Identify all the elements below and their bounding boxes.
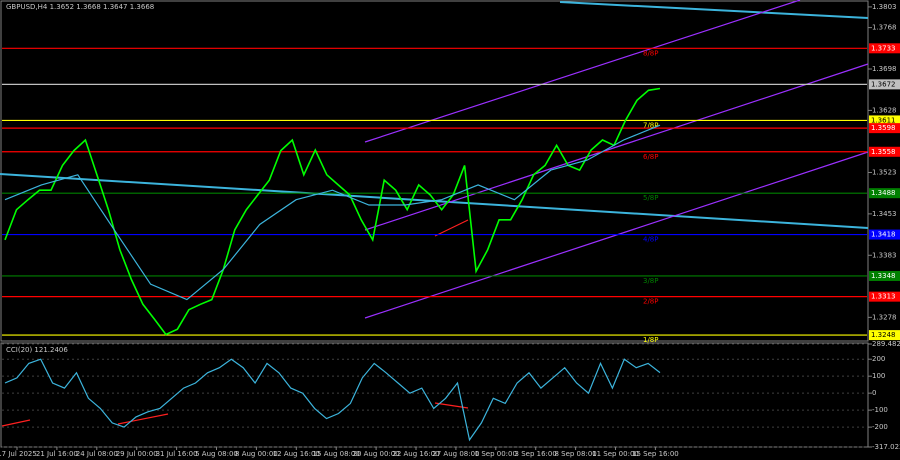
x-tick-label: 12 Aug 16:00 xyxy=(273,450,320,458)
level-tag xyxy=(869,115,900,126)
level-tag xyxy=(869,229,900,240)
y-tick-label: 100 xyxy=(872,372,885,380)
level-tag xyxy=(869,146,900,157)
y-tick-label: -317.0232 xyxy=(872,443,900,451)
x-tick-label: 22 Aug 16:00 xyxy=(392,450,439,458)
level-tag-label: 1.3672 xyxy=(871,80,896,88)
x-tick-label: 29 Jul 00:00 xyxy=(116,450,158,458)
level-label: 3/8P xyxy=(643,277,659,285)
level-tag-label: 1.3733 xyxy=(871,44,896,52)
level-label: 1/8P xyxy=(643,336,659,344)
series-line xyxy=(4,358,661,442)
x-tick-label: 5 Aug 08:00 xyxy=(195,450,238,458)
trend-line xyxy=(559,1,869,19)
y-tick-label: 1.3768 xyxy=(872,24,897,32)
x-tick-label: 15 Aug 08:00 xyxy=(313,450,360,458)
level-label: 4/8P xyxy=(643,236,659,244)
y-tick-label: 1.3523 xyxy=(872,168,897,176)
level-label: 6/8P xyxy=(643,153,659,161)
level-label: 2/8P xyxy=(643,298,659,306)
level-tag xyxy=(869,330,900,341)
level-tag-label: 1.3418 xyxy=(871,231,896,239)
chart-title: GBPUSD,H4 1.3652 1.3668 1.3647 1.3668 xyxy=(6,3,154,11)
y-tick-label: 289.4821 xyxy=(872,340,900,348)
y-tick-label: 1.3698 xyxy=(872,65,897,73)
y-tick-label: 200 xyxy=(872,355,885,363)
x-tick-label: 31 Jul 16:00 xyxy=(156,450,198,458)
y-tick-label: -100 xyxy=(872,406,888,414)
level-tag xyxy=(869,188,900,199)
level-tag-label: 1.3558 xyxy=(871,148,896,156)
divergence-line xyxy=(434,219,469,237)
cci-title: CCI(20) 121.2406 xyxy=(6,346,68,354)
x-tick-label: 8 Sep 08:00 xyxy=(554,450,596,458)
series-line xyxy=(4,124,661,301)
level-tag xyxy=(869,123,900,134)
x-tick-label: 24 Jul 08:00 xyxy=(76,450,118,458)
y-tick-label: 0 xyxy=(872,389,876,397)
x-tick-label: 27 Aug 08:00 xyxy=(432,450,479,458)
y-tick-label: 1.3278 xyxy=(872,313,897,321)
main-frame xyxy=(0,0,869,342)
level-tag-label: 1.3313 xyxy=(871,293,896,301)
level-tag-label: 1.3248 xyxy=(871,331,896,339)
y-tick-label: 1.3628 xyxy=(872,106,897,114)
level-tag-label: 1.3348 xyxy=(871,272,896,280)
divergence-line xyxy=(117,413,169,425)
level-label: 8/8P xyxy=(643,49,659,57)
x-tick-label: 17 Jul 2025 xyxy=(0,450,37,458)
y-tick-label: 1.3453 xyxy=(872,210,897,218)
cci-frame xyxy=(0,342,869,448)
y-tick-label: -200 xyxy=(872,423,888,431)
x-tick-label: 11 Sep 00:00 xyxy=(592,450,639,458)
level-tag-label: 1.3611 xyxy=(871,116,896,124)
level-tag-label: 1.3488 xyxy=(871,189,896,197)
y-tick-label: 1.3383 xyxy=(872,251,897,259)
level-tag xyxy=(869,291,900,302)
x-tick-label: 21 Jul 16:00 xyxy=(36,450,78,458)
level-tag xyxy=(869,43,900,54)
level-label: 7/8P xyxy=(643,121,659,129)
x-tick-label: 8 Aug 00:00 xyxy=(235,450,278,458)
x-tick-label: 15 Sep 16:00 xyxy=(632,450,679,458)
level-label: 5/8P xyxy=(643,194,659,202)
level-tag xyxy=(869,270,900,281)
level-tag xyxy=(869,79,900,90)
level-tag-label: 1.3598 xyxy=(871,124,896,132)
x-tick-label: 3 Sep 16:00 xyxy=(515,450,557,458)
x-tick-label: 1 Sep 00:00 xyxy=(475,450,517,458)
x-tick-label: 20 Aug 00:00 xyxy=(352,450,399,458)
divergence-line xyxy=(1,419,31,427)
channel-line xyxy=(364,63,869,231)
y-tick-label: 1.3803 xyxy=(872,3,897,11)
channel-line xyxy=(364,0,801,143)
